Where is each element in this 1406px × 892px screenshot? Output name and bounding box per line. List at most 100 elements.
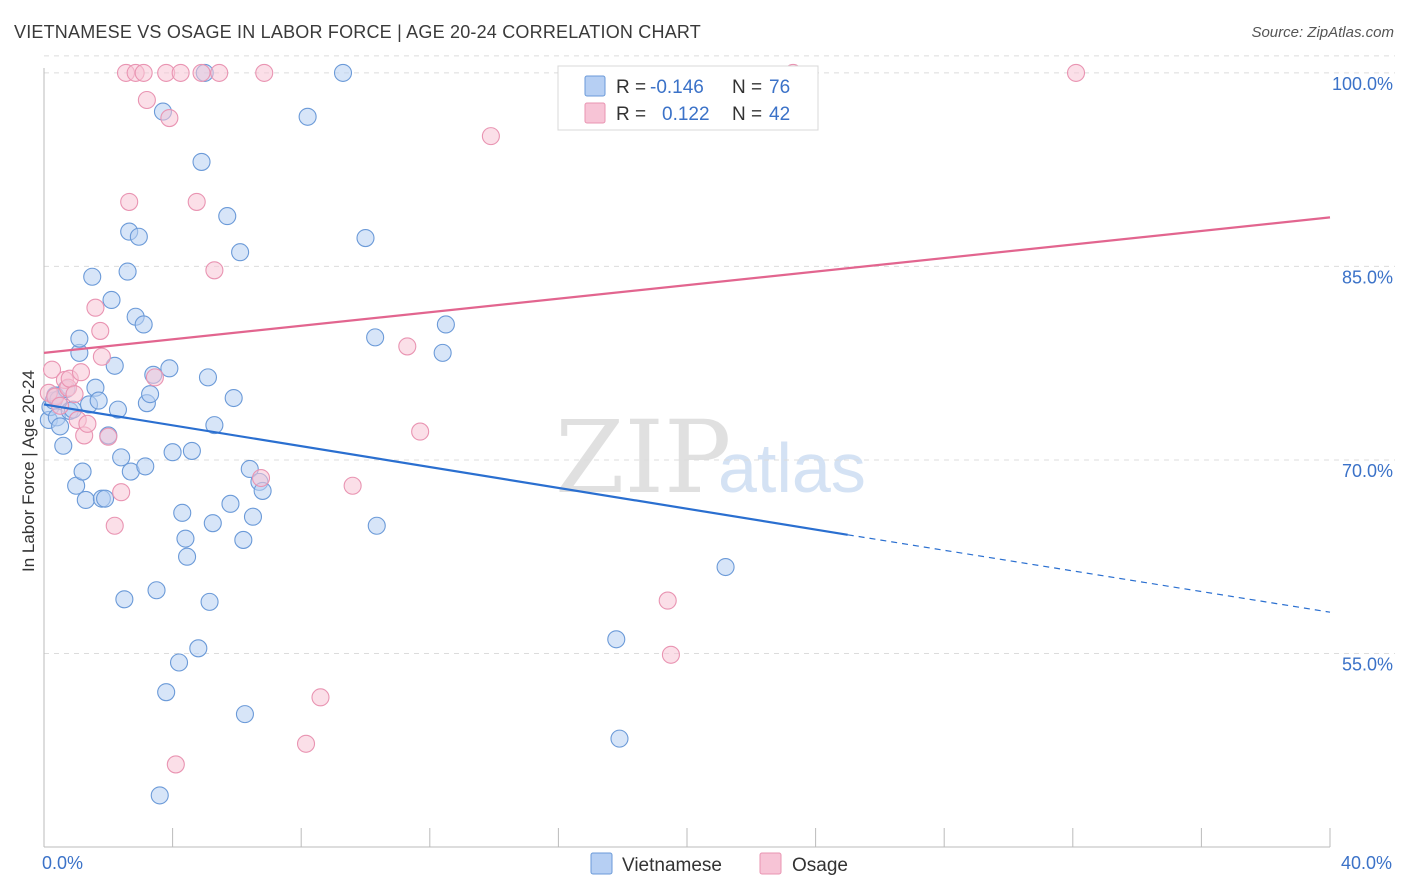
osage-point [78, 414, 97, 433]
vietnamese-point [115, 590, 134, 609]
vietnamese-point [89, 391, 108, 410]
y-tick-label: 100.0% [1332, 74, 1393, 94]
legend-r-label-1: R = [616, 77, 646, 98]
osage-point [481, 127, 500, 146]
vietnamese-point [83, 267, 102, 286]
vietnamese-point [54, 436, 73, 455]
trend-lines [43, 216, 1331, 613]
vietnamese-point [70, 329, 89, 348]
vietnamese-point [129, 227, 148, 246]
vietnamese-point [160, 359, 179, 378]
vietnamese-point [433, 343, 452, 362]
axes [43, 68, 1331, 848]
source-credit: Source: ZipAtlas.com [1251, 24, 1394, 41]
osage-point [411, 422, 430, 441]
vietnamese-point [169, 653, 189, 672]
osage-point [112, 483, 131, 502]
x-tick-label: 0.0% [42, 853, 83, 873]
osage-point [171, 63, 190, 82]
legend-r-value-1: -0.146 [650, 77, 704, 98]
vietnamese-point [367, 516, 386, 535]
osage-point [92, 347, 111, 366]
vietnamese-point [298, 107, 317, 126]
x-tick-labels: 0.0% 40.0% [42, 853, 1392, 873]
vietnamese-point [235, 705, 254, 724]
vietnamese-point [716, 557, 735, 577]
y-tick-label: 85.0% [1342, 267, 1393, 287]
legend-swatch-vietnamese [584, 75, 606, 97]
vietnamese-point [203, 514, 222, 533]
vietnamese-point [51, 417, 70, 436]
vietnamese-point [96, 489, 115, 508]
legend-n-value-2: 42 [769, 104, 790, 125]
vietnamese-point [134, 315, 153, 334]
osage-point [210, 63, 229, 82]
osage-point [255, 63, 274, 82]
vietnamese-point [108, 400, 127, 419]
vietnamese-point [192, 152, 211, 171]
vietnamese-point [218, 207, 237, 226]
watermark-zip: ZIP [555, 399, 731, 516]
vietnamese-point [73, 462, 92, 481]
vietnamese-point [136, 457, 155, 476]
y-tick-label: 55.0% [1342, 654, 1393, 674]
watermark: ZIP atlas [555, 399, 866, 516]
vietnamese-point [102, 290, 121, 310]
series-legend-swatch-vietnamese [590, 852, 613, 875]
vietnamese-point [105, 356, 124, 375]
legend-r-value-2: 0.122 [662, 104, 710, 125]
series-legend-osage: Osage [792, 855, 848, 876]
osage-point [251, 468, 271, 488]
osage-point [134, 63, 153, 82]
osage-trend-line [43, 216, 1331, 354]
vietnamese-point [610, 729, 629, 748]
osage-point [65, 385, 84, 404]
vietnamese-point [243, 507, 263, 526]
y-tick-label: 70.0% [1342, 461, 1393, 481]
vietnamese-point [150, 786, 169, 805]
y-axis-label: In Labor Force | Age 20-24 [19, 370, 38, 572]
vietnamese-point [224, 388, 243, 408]
osage-point [166, 755, 185, 774]
vietnamese-point [366, 328, 385, 347]
series-legend-swatch-osage [759, 852, 782, 875]
legend-n-value-1: 76 [769, 77, 790, 98]
vietnamese-point [182, 441, 201, 460]
vietnamese-point [607, 630, 626, 649]
vietnamese-point [221, 494, 240, 513]
osage-point [137, 90, 156, 110]
watermark-atlas: atlas [718, 429, 866, 507]
vietnamese-point [178, 547, 197, 566]
osage-point [1066, 63, 1086, 82]
legend-n-label-1: N = [732, 77, 762, 98]
osage-point [398, 337, 417, 356]
osage-point [120, 192, 139, 211]
osage-point [71, 363, 91, 382]
vietnamese-point [176, 529, 195, 548]
vietnamese-point [147, 581, 166, 600]
vietnamese-point [198, 368, 218, 387]
osage-point [311, 688, 330, 707]
osage-point [296, 734, 316, 753]
series-legend: Vietnamese Osage [590, 852, 848, 876]
vietnamese-trend-line [43, 403, 848, 536]
vietnamese-trend-extension [847, 534, 1331, 613]
osage-point [105, 516, 124, 535]
legend-r-label-2: R = [616, 104, 646, 125]
osage-point [343, 476, 362, 495]
osage-point [160, 109, 179, 128]
osage-point [86, 298, 105, 317]
osage-point [42, 360, 62, 379]
vietnamese-point [112, 448, 131, 467]
osage-point [192, 63, 211, 82]
osage-point [661, 645, 680, 664]
vietnamese-point [173, 503, 192, 522]
legend-n-label-2: N = [732, 104, 762, 125]
correlation-legend: R = -0.146 N = 76 R = 0.122 N = 42 [557, 65, 819, 131]
vietnamese-point [76, 490, 95, 509]
vietnamese-point [163, 443, 182, 462]
series-legend-vietnamese: Vietnamese [622, 855, 722, 876]
osage-point [145, 368, 164, 387]
vietnamese-point [141, 385, 160, 404]
